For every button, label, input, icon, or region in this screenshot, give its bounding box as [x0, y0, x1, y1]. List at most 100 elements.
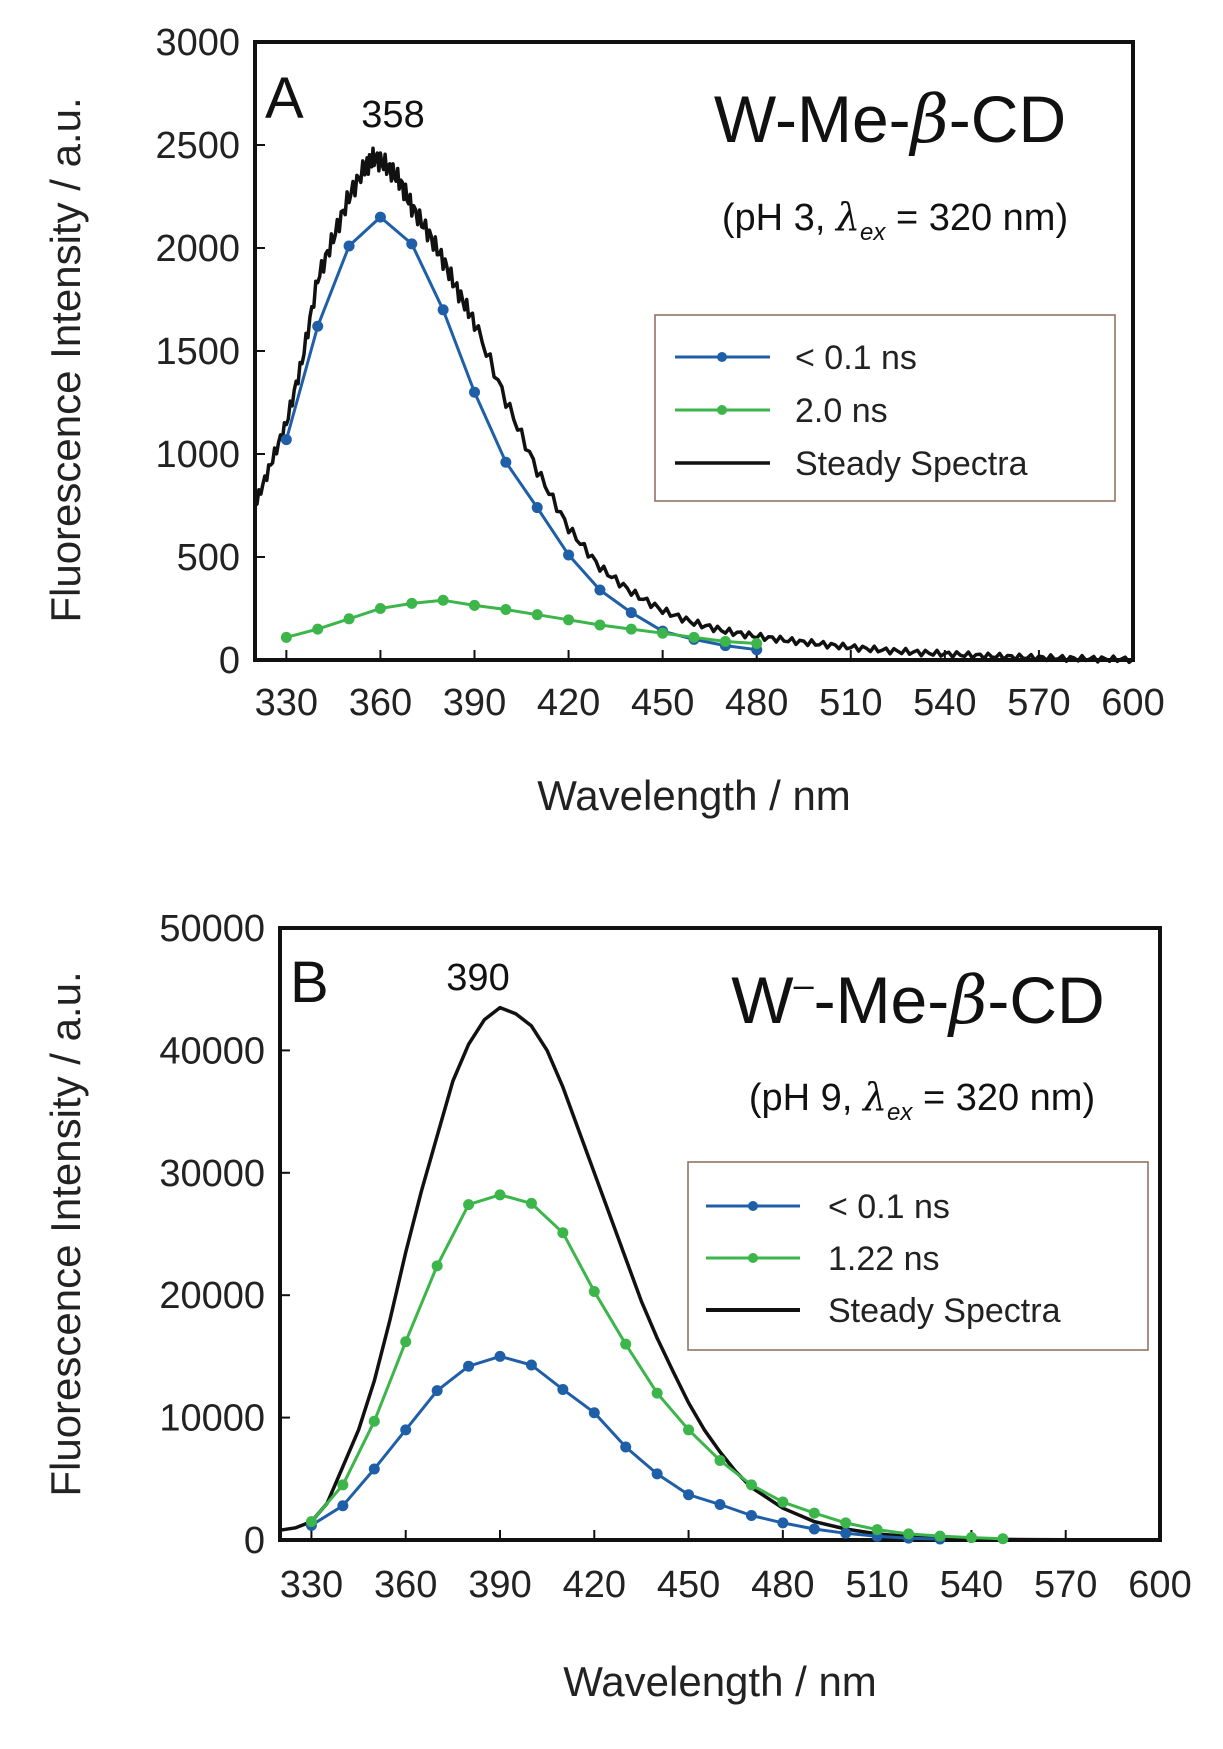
panel-a-legend-marker-2	[717, 405, 727, 415]
panel-b-xtick-label-540: 540	[940, 1564, 1003, 1606]
panel-a-point-2-0-ns-350	[343, 613, 355, 625]
panel-a-xtick-label-390: 390	[443, 682, 506, 724]
panel-a-legend-label-2: 2.0 ns	[795, 392, 888, 430]
panel-b-subtitle: (pH 9, λex = 320 nm)	[749, 1075, 1095, 1126]
panel-a-point-0-1-ns-390	[469, 386, 480, 398]
panel-b-point-0-1-ns-400	[525, 1359, 537, 1371]
panel-a-peak-label: 358	[361, 94, 424, 136]
panel-b-xtick-label-570: 570	[1034, 1564, 1097, 1606]
panel-a-point-0-1-ns-370	[406, 238, 418, 250]
panel-a-point-2-0-ns-430	[594, 619, 606, 631]
panel-b-ytick-label-0: 0	[244, 1520, 265, 1562]
panel-b-point-1-22-ns-460	[714, 1454, 726, 1466]
panel-b-point-1-22-ns-500	[840, 1517, 852, 1529]
panel-b-peak-label: 390	[446, 957, 509, 999]
panel-b-legend-marker-2	[748, 1253, 758, 1263]
panel-b-point-1-22-ns-410	[557, 1227, 569, 1239]
panel-a-subtitle-close: = 320 nm)	[885, 197, 1068, 239]
panel-b-ytick-label-20000: 20000	[159, 1275, 265, 1317]
panel-b-point-1-22-ns-550	[997, 1533, 1009, 1545]
panel-a-ytick-label-1500: 1500	[155, 331, 240, 373]
panel-a-point-2-0-ns-340	[312, 623, 324, 635]
panel-b-point-1-22-ns-340	[337, 1479, 349, 1491]
panel-b-point-0-1-ns-480	[777, 1517, 789, 1529]
panel-b-legend: < 0.1 ns 1.22 ns Steady Spectra	[687, 1161, 1149, 1351]
panel-b-xtick-label-510: 510	[845, 1564, 908, 1606]
panel-a-point-2-0-ns-400	[500, 604, 512, 616]
panel-b-point-0-1-ns-410	[557, 1383, 569, 1395]
panel-a-xtick-label-570: 570	[1007, 682, 1070, 724]
panel-b-point-1-22-ns-450	[683, 1424, 695, 1436]
panel-a-point-0-1-ns-440	[625, 607, 637, 619]
panel-b-point-1-22-ns-420	[588, 1286, 600, 1298]
panel-b-point-1-22-ns-540	[965, 1532, 977, 1544]
panel-a: 0 500 1000 1500 2000 2500 3000 330 360 390 420 450 4…	[42, 22, 1165, 819]
panel-b-subtitle-open: (pH 9,	[749, 1077, 863, 1119]
panel-a-point-2-0-ns-480	[751, 638, 763, 650]
panel-b-legend-label-3: Steady Spectra	[828, 1292, 1061, 1330]
panel-a-xtick-label-420: 420	[537, 682, 600, 724]
panel-a-point-2-0-ns-470	[719, 635, 731, 647]
panel-b-ytick-label-40000: 40000	[159, 1030, 265, 1072]
panel-a-point-2-0-ns-460	[688, 631, 700, 643]
panel-a-point-2-0-ns-360	[374, 603, 386, 614]
panel-b-point-0-1-ns-350	[368, 1463, 380, 1475]
panel-b-xtick-label-420: 420	[563, 1564, 626, 1606]
panel-b-legend-marker-1	[748, 1201, 758, 1211]
panel-b-point-1-22-ns-400	[525, 1197, 537, 1209]
panel-b-point-0-1-ns-360	[400, 1424, 412, 1436]
panel-a-point-0-1-ns-380	[437, 304, 449, 316]
panel-a-line-2-0-ns	[286, 598, 757, 645]
panel-b-point-1-22-ns-510	[871, 1524, 883, 1536]
panel-b-subtitle-close: = 320 nm)	[912, 1077, 1095, 1119]
panel-b-point-0-1-ns-390	[494, 1350, 506, 1362]
panel-b-point-1-22-ns-390	[494, 1189, 506, 1201]
panel-b-point-1-22-ns-430	[620, 1338, 632, 1350]
panel-b-point-1-22-ns-370	[431, 1260, 443, 1272]
panel-b-title-middle: -Me-	[814, 963, 950, 1037]
panel-a-legend: < 0.1 ns 2.0 ns Steady Spectra	[654, 314, 1116, 502]
panel-b-point-1-22-ns-360	[400, 1336, 412, 1348]
panel-b-y-axis-label: Fluorescence Intensity / a.u.	[42, 971, 89, 1496]
panel-b-title: W–-Me-β-CD	[731, 962, 1104, 1039]
panel-b-plot-frame	[278, 926, 1162, 1542]
panel-a-point-0-1-ns-410	[531, 502, 543, 514]
panel-b-point-1-22-ns-470	[745, 1479, 757, 1491]
panel-b-point-0-1-ns-460	[714, 1499, 726, 1511]
panel-b-title-suffix: -CD	[987, 963, 1104, 1037]
panel-a-point-0-1-ns-400	[500, 456, 512, 468]
panel-a-point-0-1-ns-420	[563, 549, 575, 561]
panel-a-point-2-0-ns-410	[531, 609, 543, 621]
panel-a-point-0-1-ns-430	[594, 584, 606, 596]
panel-a-letter: A	[265, 66, 304, 131]
panel-b-point-0-1-ns-370	[431, 1385, 443, 1397]
panel-a-legend-label-3: Steady Spectra	[795, 445, 1028, 483]
panel-b-ytick-label-50000: 50000	[159, 908, 265, 950]
panel-a-ytick-label-3000: 3000	[155, 22, 240, 64]
panel-a-point-2-0-ns-370	[406, 597, 418, 609]
panel-a-point-0-1-ns-360	[374, 211, 386, 223]
panel-b-xtick-label-450: 450	[657, 1564, 720, 1606]
panel-a-xtick-label-480: 480	[725, 682, 788, 724]
panel-b-title-superscript: –	[794, 964, 814, 1005]
panel-a-ytick-label-2500: 2500	[155, 125, 240, 167]
panel-b-point-1-22-ns-530	[934, 1530, 946, 1542]
panel-a-legend-box	[654, 314, 1116, 502]
panel-a-point-2-0-ns-330	[280, 631, 292, 643]
panel-b-point-1-22-ns-330	[305, 1516, 317, 1528]
panel-a-point-2-0-ns-380	[437, 594, 449, 606]
panel-b-series	[279, 1005, 1161, 1545]
panel-b-ytick-label-30000: 30000	[159, 1153, 265, 1195]
panel-b-subtitle-lambda: λ	[861, 1075, 887, 1119]
panel-b-point-0-1-ns-420	[588, 1407, 600, 1419]
panel-a-xtick-label-450: 450	[631, 682, 694, 724]
panel-b-point-0-1-ns-490	[808, 1523, 820, 1535]
panel-b-ytick-label-10000: 10000	[159, 1398, 265, 1440]
panel-a-subtitle-open: (pH 3,	[722, 197, 836, 239]
panel-b-point-1-22-ns-520	[903, 1528, 915, 1540]
panel-b-legend-label-2: 1.22 ns	[828, 1240, 940, 1278]
panel-b-legend-box	[687, 1161, 1149, 1351]
panel-a-point-0-1-ns-350	[343, 240, 355, 252]
panel-a-title-greek: β	[908, 81, 949, 158]
panel-a-y-axis-label: Fluorescence Intensity / a.u.	[42, 97, 89, 622]
